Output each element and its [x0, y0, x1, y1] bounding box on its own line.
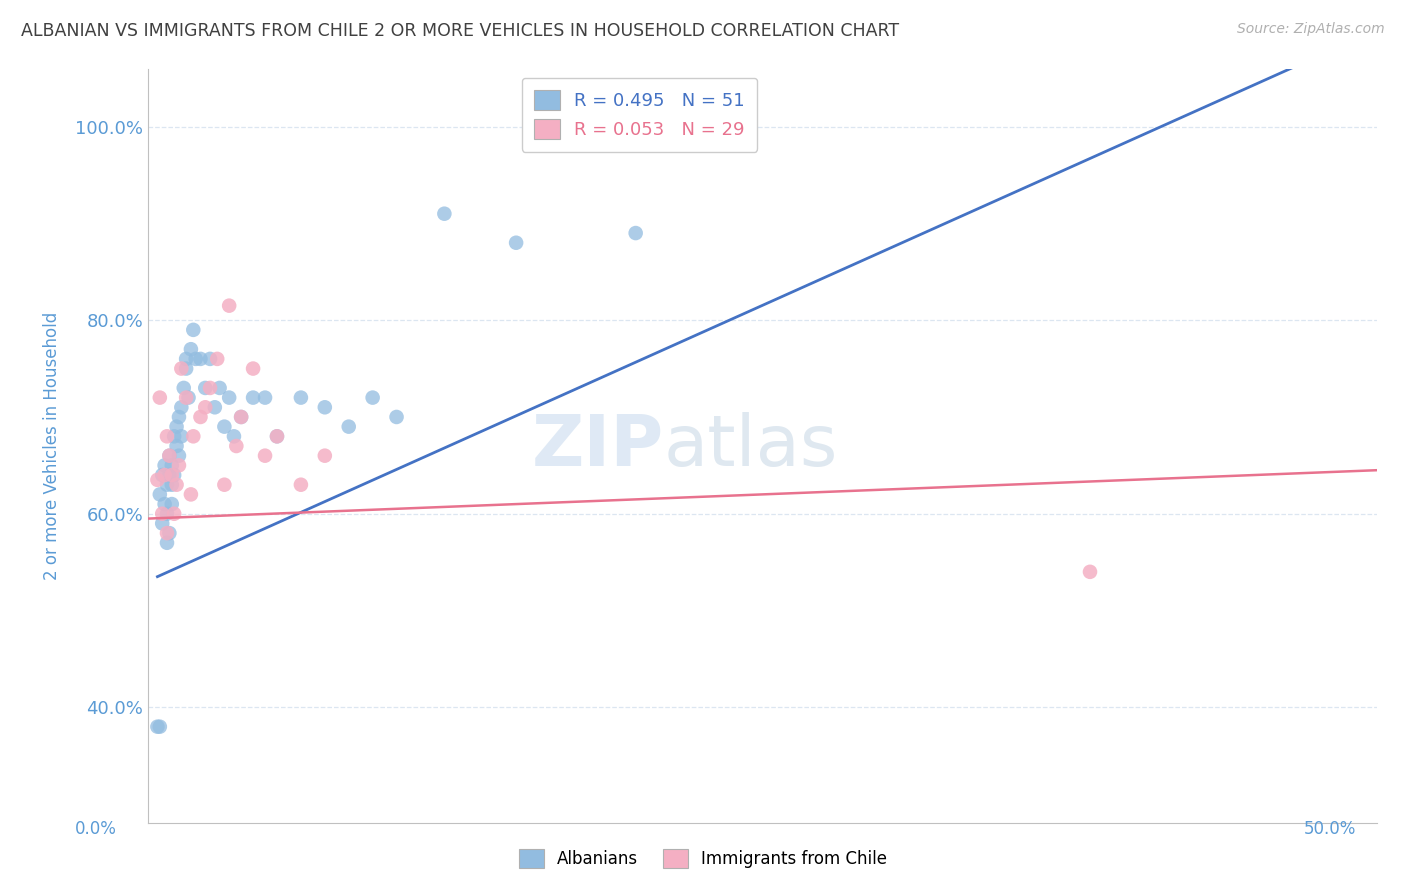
Point	[157, 526, 180, 541]
Point	[208, 381, 231, 395]
Point	[290, 477, 312, 491]
Point	[184, 351, 207, 366]
Text: 50.0%: 50.0%	[1303, 820, 1357, 838]
Point	[229, 409, 252, 424]
Point	[314, 401, 336, 415]
Point	[153, 497, 176, 511]
Point	[198, 351, 221, 366]
Text: ALBANIAN VS IMMIGRANTS FROM CHILE 2 OR MORE VEHICLES IN HOUSEHOLD CORRELATION CH: ALBANIAN VS IMMIGRANTS FROM CHILE 2 OR M…	[21, 22, 900, 40]
Point	[167, 458, 190, 473]
Point	[157, 449, 180, 463]
Point	[156, 429, 179, 443]
Point	[290, 391, 312, 405]
Point	[150, 468, 173, 483]
Point	[160, 468, 183, 483]
Point	[163, 429, 186, 443]
Point	[166, 439, 188, 453]
Point	[222, 429, 245, 443]
Point	[218, 299, 240, 313]
Point	[180, 342, 202, 356]
Point	[170, 429, 193, 443]
Point	[314, 449, 336, 463]
Y-axis label: 2 or more Vehicles in Household: 2 or more Vehicles in Household	[44, 312, 60, 580]
Point	[190, 409, 212, 424]
Point	[181, 323, 204, 337]
Point	[149, 720, 172, 734]
Point	[624, 226, 647, 240]
Point	[225, 439, 247, 453]
Point	[214, 477, 236, 491]
Point	[170, 401, 193, 415]
Point	[214, 419, 236, 434]
Point	[149, 391, 172, 405]
Text: Source: ZipAtlas.com: Source: ZipAtlas.com	[1237, 22, 1385, 37]
Text: ZIP: ZIP	[531, 411, 664, 481]
Point	[157, 468, 180, 483]
Point	[242, 391, 264, 405]
Point	[198, 381, 221, 395]
Point	[174, 351, 197, 366]
Text: 0.0%: 0.0%	[75, 820, 117, 838]
Point	[229, 409, 252, 424]
Point	[149, 487, 172, 501]
Point	[173, 381, 195, 395]
Point	[190, 351, 212, 366]
Point	[204, 401, 226, 415]
Point	[505, 235, 527, 250]
Point	[194, 401, 217, 415]
Point	[160, 497, 183, 511]
Point	[167, 409, 190, 424]
Point	[156, 526, 179, 541]
Point	[205, 351, 228, 366]
Point	[254, 391, 277, 405]
Point	[385, 409, 408, 424]
Point	[242, 361, 264, 376]
Point	[361, 391, 384, 405]
Point	[170, 361, 193, 376]
Point	[156, 477, 179, 491]
Point	[167, 449, 190, 463]
Point	[218, 391, 240, 405]
Point	[163, 507, 186, 521]
Point	[177, 391, 200, 405]
Point	[1078, 565, 1101, 579]
Point	[157, 449, 180, 463]
Point	[160, 458, 183, 473]
Point	[433, 207, 456, 221]
Point	[180, 487, 202, 501]
Point	[150, 507, 173, 521]
Point	[174, 361, 197, 376]
Point	[153, 468, 176, 483]
Point	[153, 458, 176, 473]
Point	[163, 468, 186, 483]
Text: atlas: atlas	[664, 411, 838, 481]
Point	[337, 419, 360, 434]
Point	[150, 516, 173, 531]
Point	[160, 477, 183, 491]
Legend: R = 0.495   N = 51, R = 0.053   N = 29: R = 0.495 N = 51, R = 0.053 N = 29	[522, 78, 758, 152]
Point	[254, 449, 277, 463]
Legend: Albanians, Immigrants from Chile: Albanians, Immigrants from Chile	[512, 843, 894, 875]
Point	[156, 507, 179, 521]
Point	[146, 720, 169, 734]
Point	[266, 429, 288, 443]
Point	[156, 536, 179, 550]
Point	[174, 391, 197, 405]
Point	[166, 419, 188, 434]
Point	[181, 429, 204, 443]
Point	[194, 381, 217, 395]
Point	[166, 477, 188, 491]
Point	[146, 473, 169, 487]
Point	[266, 429, 288, 443]
